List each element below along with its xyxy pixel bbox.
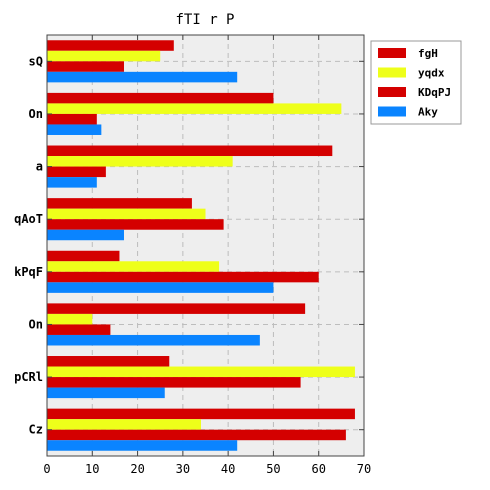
bar — [47, 103, 342, 114]
bar — [47, 219, 224, 230]
bar — [47, 250, 120, 262]
bar — [47, 166, 106, 178]
bar — [47, 145, 333, 157]
bar — [47, 177, 97, 188]
bar — [47, 366, 355, 378]
x-tick-label: 20 — [130, 462, 144, 476]
x-tick-label: 30 — [176, 462, 190, 476]
legend-swatch — [378, 67, 406, 78]
bar — [47, 408, 355, 420]
bar — [47, 208, 206, 220]
bar — [47, 124, 102, 135]
legend-label: KDqPJ — [418, 86, 451, 99]
ticks: 0 10 20 30 40 50 60 70 sQ On a qAoT kPqF On pCRl Cz — [14, 35, 371, 476]
bar — [47, 387, 165, 399]
bar — [47, 229, 124, 241]
legend-swatch — [378, 48, 406, 58]
chart-title: fTI r P — [175, 12, 234, 28]
category-label: sQ — [29, 54, 43, 68]
category-label: qAoT — [14, 212, 43, 226]
x-tick-label: 10 — [85, 462, 99, 476]
x-tick-label: 0 — [43, 462, 50, 476]
bars — [47, 40, 355, 451]
legend-swatch — [378, 87, 406, 97]
bar — [47, 50, 161, 62]
bar — [47, 40, 174, 51]
bar — [47, 377, 301, 388]
category-label: pCRl — [14, 370, 43, 384]
bar — [47, 429, 346, 441]
legend-label: yqdx — [418, 67, 445, 80]
bar — [47, 282, 274, 293]
bar — [47, 198, 192, 209]
bar — [47, 156, 233, 167]
category-label: kPqF — [14, 265, 43, 279]
category-label: On — [29, 317, 43, 331]
legend-swatch — [378, 106, 406, 117]
bar — [47, 271, 319, 283]
category-label: On — [29, 107, 43, 121]
bar — [47, 334, 260, 346]
bar — [47, 440, 238, 451]
bar — [47, 113, 97, 125]
plot-frame — [46, 34, 365, 457]
bar — [47, 356, 170, 367]
category-label: Cz — [29, 423, 43, 437]
bar — [47, 303, 306, 314]
bar — [47, 313, 93, 325]
x-tick-label: 40 — [221, 462, 235, 476]
bar — [47, 261, 220, 272]
x-tick-label: 50 — [266, 462, 280, 476]
x-tick-label: 70 — [357, 462, 371, 476]
bar — [47, 419, 201, 430]
bar — [47, 61, 124, 72]
legend-label: fgH — [418, 47, 438, 60]
bar — [47, 92, 274, 104]
x-tick-label: 60 — [311, 462, 325, 476]
category-label: a — [36, 160, 43, 174]
bar — [47, 71, 238, 83]
legend-label: Aky — [418, 106, 438, 119]
bar — [47, 324, 111, 335]
legend: fgH yqdx KDqPJ Aky — [370, 40, 462, 125]
